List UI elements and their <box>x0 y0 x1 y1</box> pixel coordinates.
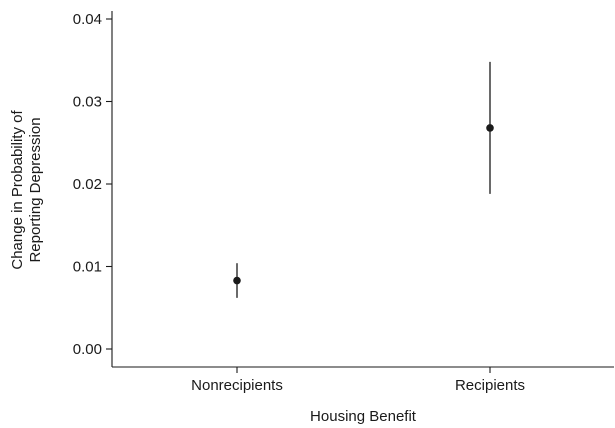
data-marks <box>233 61 494 298</box>
x-tick-label: Recipients <box>455 377 525 394</box>
y-axis-title-line-1: Change in Probability of <box>9 110 26 270</box>
y-tick-label: 0.02 <box>73 176 102 193</box>
x-tick-label: Nonrecipients <box>191 377 283 394</box>
y-tick-label: 0.04 <box>73 11 102 28</box>
point-estimate <box>486 124 494 132</box>
y-tick-label: 0.00 <box>73 341 102 358</box>
y-tick-label: 0.03 <box>73 94 102 111</box>
x-axis: Nonrecipients Recipients <box>112 366 614 394</box>
y-axis-title-line-2: Reporting Depression <box>27 117 44 262</box>
y-tick-label: 0.01 <box>73 259 102 276</box>
y-axis: 0.00 0.01 0.02 0.03 0.04 <box>73 11 113 367</box>
x-axis-title: Housing Benefit <box>310 408 417 425</box>
point-estimate <box>233 276 241 285</box>
